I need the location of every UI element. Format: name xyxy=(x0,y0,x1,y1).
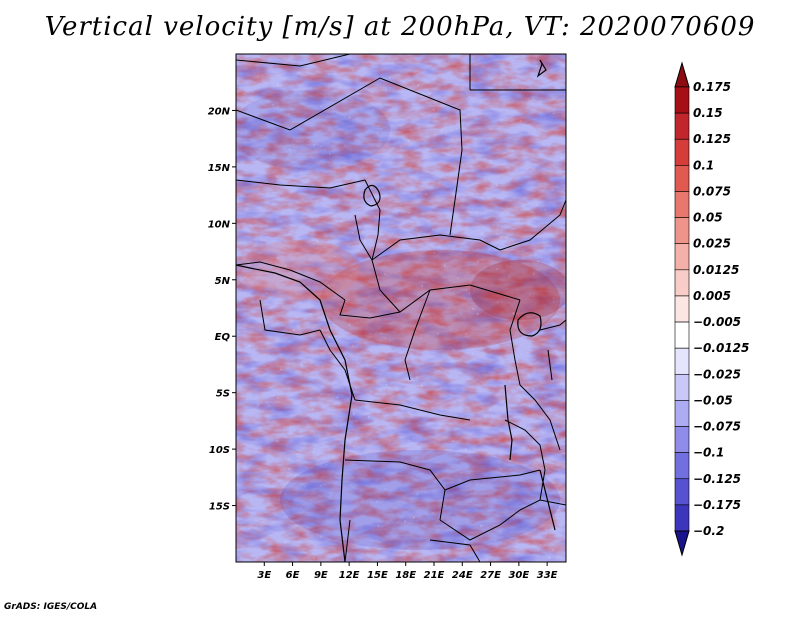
lon-tick-label: 3E xyxy=(257,570,271,581)
country-borders xyxy=(236,54,566,562)
lat-tick-label: 5S xyxy=(216,389,230,400)
colorbar-segment xyxy=(674,400,690,427)
lat-tick-label: EQ xyxy=(215,332,231,343)
colorbar-label: 0.15 xyxy=(693,106,723,120)
colorbar-label: −0.0125 xyxy=(693,341,749,355)
lat-tick-label: 20N xyxy=(208,106,231,117)
field-plot xyxy=(236,54,566,562)
colorbar-label: 0.175 xyxy=(693,80,731,94)
colorbar-segment xyxy=(674,478,690,506)
colorbar-segment xyxy=(674,86,690,114)
colorbar-segment xyxy=(674,191,690,218)
colorbar-label: 0.1 xyxy=(693,158,714,172)
colorbar-label: 0.05 xyxy=(693,211,723,225)
colorbar-label: 0.125 xyxy=(693,132,731,146)
chart-title: Vertical velocity [m/s] at 200hPa, VT: 2… xyxy=(44,12,756,42)
colorbar-segment xyxy=(674,138,690,166)
colorbar-label: 0.025 xyxy=(693,237,731,251)
lon-tick-label: 12E xyxy=(339,570,360,581)
colorbar-label: −0.075 xyxy=(693,420,741,434)
lat-tick-label: 10S xyxy=(209,445,230,456)
lat-tick-label: 15N xyxy=(208,163,231,174)
colorbar-top-arrow xyxy=(674,61,690,88)
lon-tick-label: 30E xyxy=(508,570,529,581)
colorbar-segment xyxy=(674,426,690,453)
colorbar-label: −0.175 xyxy=(693,498,741,512)
lon-tick-label: 9E xyxy=(314,570,328,581)
colorbar-bottom-arrow xyxy=(674,530,690,557)
colorbar-segment xyxy=(674,321,690,349)
grads-credit: GrADS: IGES/COLA xyxy=(4,602,98,612)
lon-tick-label: 33E xyxy=(537,570,558,581)
colorbar-label: −0.2 xyxy=(693,524,724,538)
lat-tick-label: 15S xyxy=(209,502,230,513)
colorbar-label: −0.125 xyxy=(693,472,741,486)
lon-tick-label: 21E xyxy=(424,570,445,581)
colorbar-segment xyxy=(674,452,690,480)
colorbar-segment xyxy=(674,269,690,297)
colorbar-segment xyxy=(674,373,690,401)
colorbar-legend: 0.175 0.15 0.125 0.1 0.075 0.05 0.025 0.0125 0.0… xyxy=(674,61,749,557)
colorbar-segment xyxy=(674,112,690,140)
colorbar-segment xyxy=(674,243,690,271)
colorbar-segment xyxy=(674,165,690,192)
lon-tick-label: 6E xyxy=(286,570,300,581)
coastlines-lakes xyxy=(236,59,556,562)
lat-tick-label: 10N xyxy=(208,219,231,230)
colorbar-label: 0.075 xyxy=(693,184,731,198)
map-frame xyxy=(235,53,567,563)
colorbar-label: 0.0125 xyxy=(693,263,739,277)
colorbar-label: −0.1 xyxy=(693,446,724,460)
colorbar-segment xyxy=(674,217,690,245)
lon-tick-label: 18E xyxy=(395,570,416,581)
colorbar-segment xyxy=(674,295,690,323)
lon-tick-label: 24E xyxy=(452,570,473,581)
latitude-axis: 20N 15N 10N 5N EQ 5S 10S 15S xyxy=(208,106,236,513)
lon-tick-label: 15E xyxy=(367,570,388,581)
lon-tick-label: 27E xyxy=(480,570,501,581)
colorbar-segment xyxy=(674,504,690,532)
lat-tick-label: 5N xyxy=(215,276,231,287)
colorbar-segment xyxy=(674,347,690,375)
colorbar-label: 0.005 xyxy=(693,289,731,303)
longitude-axis: 3E 6E 9E 12E 15E 18E 21E 24E 27E 30E 33E xyxy=(257,562,558,581)
colorbar-label: −0.05 xyxy=(693,393,733,407)
colorbar-label: −0.025 xyxy=(693,367,741,381)
colorbar-label: −0.005 xyxy=(693,315,741,329)
